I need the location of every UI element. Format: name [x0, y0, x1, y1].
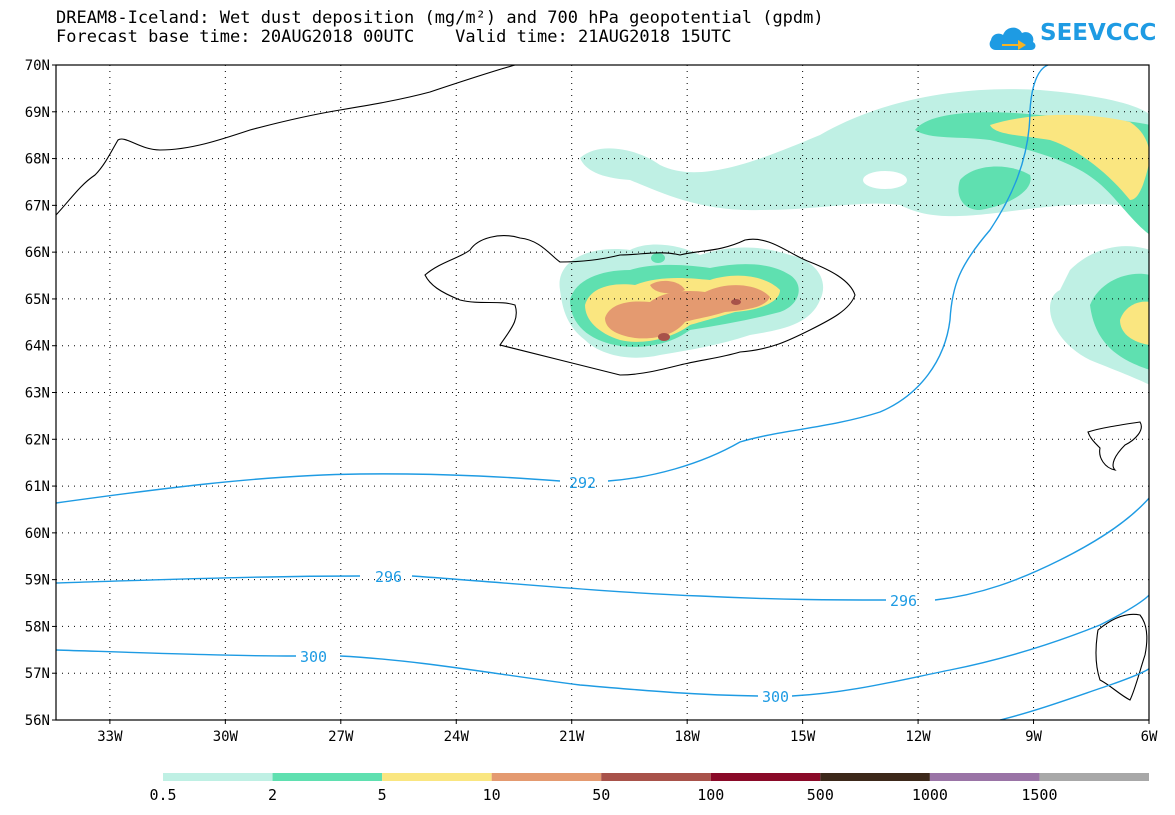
dust-clear-hole	[863, 171, 907, 189]
lon-tick-label: 30W	[213, 729, 239, 745]
legend-label: 1000	[912, 786, 948, 804]
dust-area-orange	[650, 280, 685, 294]
lat-tick-label: 56N	[25, 713, 50, 729]
legend-swatch	[163, 773, 273, 781]
legend-swatch	[1039, 773, 1149, 781]
map-subtitle: Forecast base time: 20AUG2018 00UTC Vali…	[56, 27, 732, 47]
contour-label-300: 300	[762, 688, 789, 706]
legend-swatch	[929, 773, 1040, 781]
geopotential-contours	[56, 65, 1149, 720]
lat-tick-label: 62N	[25, 432, 50, 448]
legend-swatch	[272, 773, 383, 781]
legend-swatch	[820, 773, 930, 781]
legend-label: 2	[268, 786, 277, 804]
coastlines	[56, 65, 1148, 701]
legend-label: 100	[697, 786, 724, 804]
lat-tick-label: 68N	[25, 152, 50, 168]
lon-tick-label: 12W	[905, 729, 931, 745]
color-legend: 0.5 2 5 10 50 100 500 1000 1500	[149, 773, 1149, 804]
legend-swatch	[601, 773, 711, 781]
lon-tick-label: 24W	[444, 729, 470, 745]
axis-ticks	[52, 64, 1150, 724]
legend-label: 1500	[1021, 786, 1057, 804]
lat-tick-label: 63N	[25, 386, 50, 402]
lat-tick-label: 70N	[25, 58, 50, 74]
legend-label: 0.5	[149, 786, 176, 804]
longitude-axis: 33W 30W 27W 24W 21W 18W 15W 12W 9W 6W	[97, 729, 1158, 745]
lon-tick-label: 15W	[790, 729, 816, 745]
lon-tick-label: 18W	[675, 729, 701, 745]
latitude-axis: 70N 69N 68N 67N 66N 65N 64N 63N 62N 61N 60N 59N 58N 5…	[25, 58, 50, 729]
dust-area-yellow	[990, 114, 1149, 200]
greenland-coast	[56, 65, 516, 216]
dust-area-yellow	[1120, 301, 1149, 345]
faroe-coast	[1087, 421, 1142, 471]
dust-peak	[731, 299, 741, 305]
legend-swatch	[382, 773, 492, 781]
contour-300-line	[56, 594, 1149, 697]
iceland-coast	[424, 235, 856, 376]
legend-label: 10	[483, 786, 501, 804]
logo-text: SEEVCCC	[1040, 20, 1157, 46]
lon-tick-label: 6W	[1141, 729, 1158, 745]
contour-label-296: 296	[375, 568, 402, 586]
lat-tick-label: 69N	[25, 105, 50, 121]
lon-tick-label: 27W	[328, 729, 354, 745]
legend-label: 5	[378, 786, 387, 804]
contour-304-line	[999, 667, 1149, 720]
cloud-logo-icon	[989, 27, 1036, 50]
legend-swatch	[710, 773, 821, 781]
dust-deposition-field	[559, 89, 1149, 385]
lat-tick-label: 57N	[25, 666, 50, 682]
lon-tick-label: 9W	[1025, 729, 1042, 745]
scotland-coast	[1095, 613, 1148, 701]
dust-area-green	[958, 166, 1031, 210]
contour-label-296: 296	[890, 592, 917, 610]
lat-tick-label: 66N	[25, 245, 50, 261]
lat-tick-label: 59N	[25, 573, 50, 589]
dust-area-green	[1090, 273, 1149, 370]
legend-label: 500	[807, 786, 834, 804]
contour-292-line	[56, 65, 1049, 504]
map-title: DREAM8-Iceland: Wet dust deposition (mg/…	[56, 8, 824, 28]
contour-label-300: 300	[300, 648, 327, 666]
lat-tick-label: 64N	[25, 339, 50, 355]
lat-tick-label: 60N	[25, 526, 50, 542]
contour-labels: 292 296 296 300 300	[300, 474, 917, 706]
lat-tick-label: 65N	[25, 292, 50, 308]
legend-label: 50	[592, 786, 610, 804]
dust-peak	[658, 333, 670, 341]
dust-area-green	[651, 253, 665, 263]
legend-swatch	[491, 773, 602, 781]
lat-tick-label: 67N	[25, 198, 50, 214]
contour-296-line	[56, 497, 1149, 601]
lat-tick-label: 58N	[25, 619, 50, 635]
grid	[56, 65, 1149, 720]
lat-tick-label: 61N	[25, 479, 50, 495]
dust-area-light	[580, 89, 1149, 385]
lon-tick-label: 21W	[559, 729, 585, 745]
lon-tick-label: 33W	[97, 729, 123, 745]
contour-label-292: 292	[569, 474, 596, 492]
